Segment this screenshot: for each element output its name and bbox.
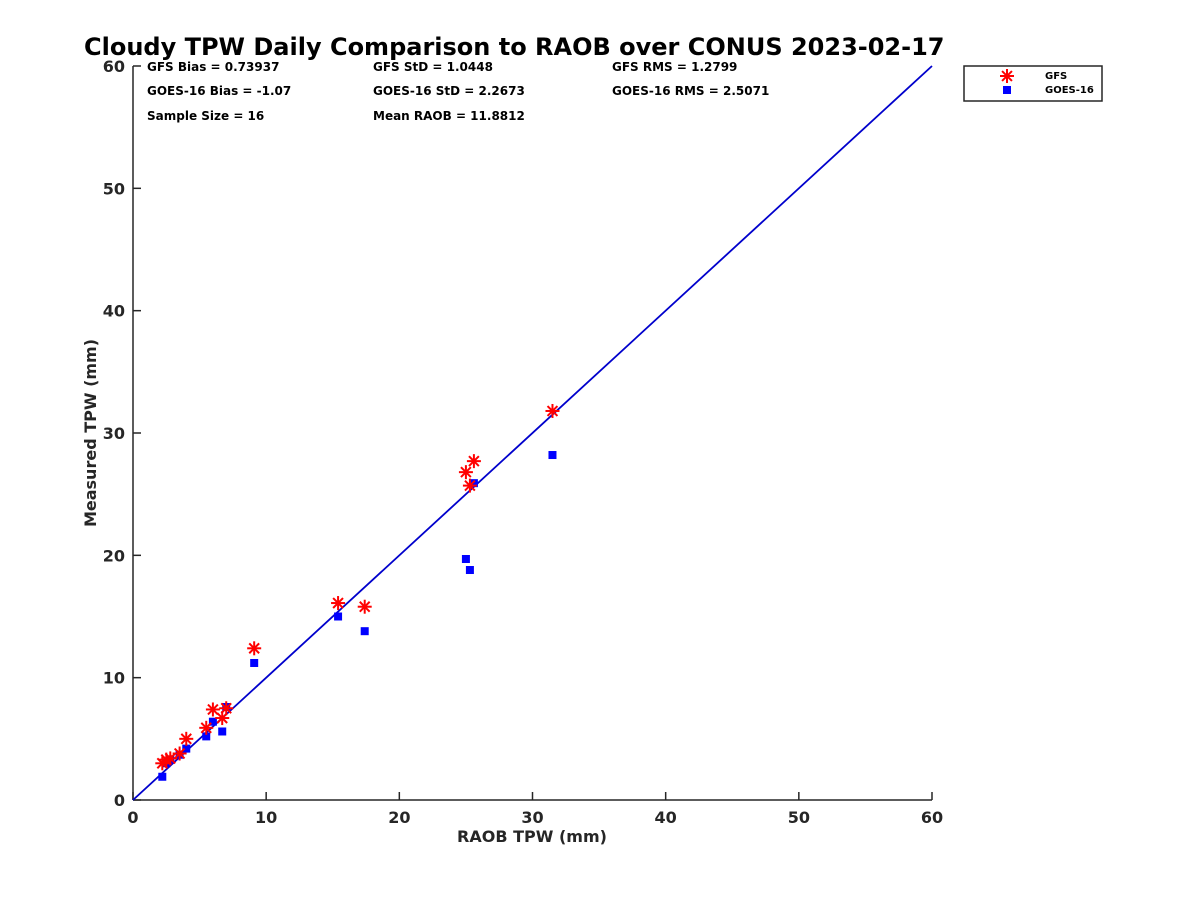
gfs-point [331, 596, 346, 611]
goes16-point [218, 727, 227, 736]
chart-title: Cloudy TPW Daily Comparison to RAOB over… [84, 33, 944, 61]
gfs-point [545, 403, 560, 418]
goes16-point [208, 717, 217, 726]
y-tick-label: 10 [103, 669, 125, 688]
legend-gfs-marker [1000, 69, 1014, 83]
gfs-point [247, 641, 262, 656]
asterisk-stroke [546, 405, 559, 417]
stat-gfs-rms: GFS RMS = 1.2799 [612, 60, 737, 74]
asterisk-stroke [220, 702, 232, 714]
x-tick-label: 0 [127, 808, 138, 827]
asterisk-stroke [460, 466, 472, 478]
goes16-point [182, 744, 191, 753]
x-tick-label: 10 [255, 808, 277, 827]
reference-line [132, 65, 933, 801]
asterisk-stroke [468, 455, 480, 467]
stat-gfs-std: GFS StD = 1.0448 [373, 60, 493, 74]
legend-goes-label: GOES-16 [1045, 85, 1094, 96]
stat-sample-size: Sample Size = 16 [147, 109, 264, 123]
asterisk-stroke [248, 642, 260, 654]
legend-goes-marker [1003, 86, 1011, 94]
axes: 0 10 20 30 40 50 60 0 10 20 30 40 50 60 [103, 57, 943, 827]
goes16-point [334, 612, 343, 621]
asterisk-stroke [180, 733, 192, 745]
goes16-point [250, 658, 259, 667]
legend-goes-square [1003, 86, 1011, 94]
asterisk-stroke [207, 703, 219, 716]
x-tick-label: 60 [921, 808, 943, 827]
goes16-point [461, 555, 470, 564]
stat-mean-raob: Mean RAOB = 11.8812 [373, 109, 525, 123]
asterisk-stroke [173, 747, 186, 760]
x-tick-label: 40 [655, 808, 677, 827]
gfs-point [357, 599, 372, 614]
asterisk-stroke [1001, 70, 1013, 82]
y-tick-label: 0 [114, 791, 125, 810]
one-to-one-line [132, 65, 933, 801]
data-points [155, 403, 560, 781]
legend-box [963, 65, 1103, 102]
stats-annotations: GFS Bias = 0.73937 GFS StD = 1.0448 GFS … [147, 60, 769, 123]
gfs-point [458, 465, 473, 480]
goes16-point [465, 566, 474, 575]
gfs-point [163, 751, 178, 766]
gfs-point [219, 701, 234, 716]
asterisk-stroke [200, 722, 212, 734]
goes16-point [158, 772, 167, 781]
asterisk-stroke [359, 601, 371, 613]
gfs-point [462, 478, 477, 493]
x-axis-label: RAOB TPW (mm) [457, 827, 607, 846]
gfs-point [179, 731, 194, 746]
y-tick-label: 40 [103, 302, 125, 321]
stat-goes-bias: GOES-16 Bias = -1.07 [147, 84, 291, 98]
gfs-point [199, 720, 214, 735]
y-tick-label: 30 [103, 424, 125, 443]
legend-gfs-label: GFS [1045, 71, 1067, 82]
asterisk-stroke [332, 597, 344, 609]
asterisk-stroke [464, 479, 476, 492]
x-tick-label: 30 [521, 808, 543, 827]
goes16-point [548, 451, 557, 460]
goes16-point [202, 732, 211, 741]
gfs-point [466, 454, 481, 469]
y-axis-label: Measured TPW (mm) [81, 339, 100, 527]
legend-gfs-asterisk [1000, 69, 1014, 83]
stat-goes-rms: GOES-16 RMS = 2.5071 [612, 84, 769, 98]
legend: GFS GOES-16 [963, 65, 1103, 102]
gfs-point [205, 702, 220, 717]
x-tick-label: 50 [788, 808, 810, 827]
y-tick-label: 50 [103, 179, 125, 198]
y-tick-label: 20 [103, 546, 125, 565]
y-tick-label: 60 [103, 57, 125, 76]
stat-goes-std: GOES-16 StD = 2.2673 [373, 84, 525, 98]
x-tick-label: 20 [388, 808, 410, 827]
goes16-point [360, 627, 369, 636]
asterisk-stroke [164, 752, 176, 765]
stat-gfs-bias: GFS Bias = 0.73937 [147, 60, 279, 74]
goes16-point [469, 479, 478, 488]
